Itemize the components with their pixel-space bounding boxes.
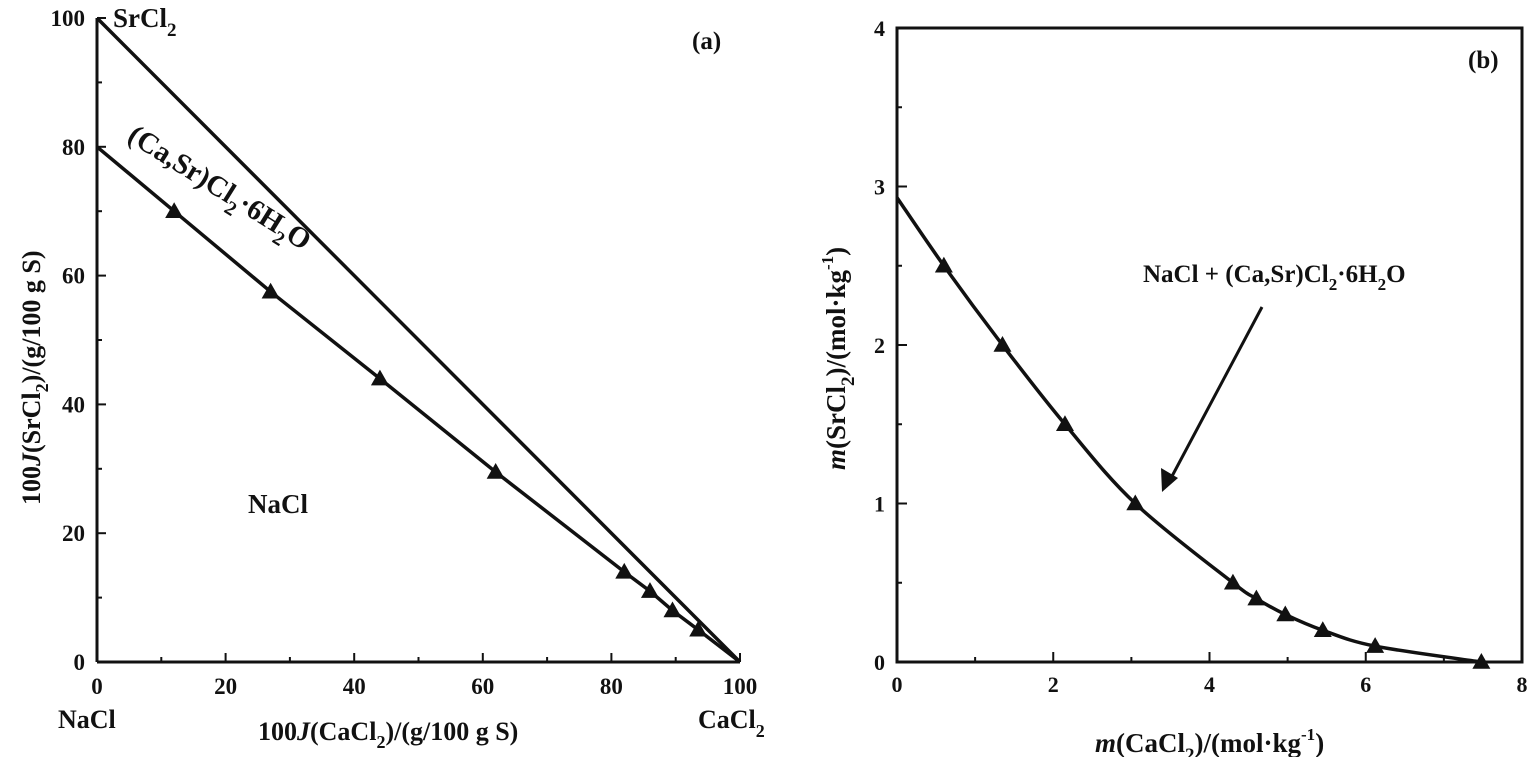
panel-b-tick-labels: 0 2 4 6 8 0 1 2 3 4 [874,16,1528,697]
annotation-arrow-shaft [1168,306,1264,481]
panel-b-y-tick-label: 4 [874,16,885,41]
corner-label-nacl: NaCl [58,705,116,734]
panel-a-x-tick-label: 0 [91,674,103,699]
panel-a-solubility-curve [95,145,742,664]
panel-b-data-point [1126,494,1145,511]
panel-b-data-point [1276,605,1295,622]
panel-b-plot-frame [895,26,1524,664]
panel-a-x-tick-label: 100 [723,674,758,699]
corner-label-srcl2: SrCl2 [113,3,177,41]
panel-a-data-point [370,369,389,386]
panel-b-data-point [1247,589,1266,606]
panel-a-x-axis-title: 100J(CaCl2)/(g/100 g S) [258,717,518,752]
panel-b-x-tick-label: 8 [1517,672,1528,697]
panel-a-data-point [640,582,659,598]
panel-b-ticks [896,27,1523,663]
panel-a-y-axis-title: 100J(SrCl2)/(g/100 g S) [17,250,52,505]
panel-b-solubility-plot: 0 2 4 6 8 0 1 2 3 4 (b) NaCl + (Ca,Sr)Cl2·6H2O m(… [818,16,1528,757]
panel-b-solubility-curve [895,196,1482,664]
panel-b-y-tick-label: 0 [874,650,885,675]
panel-a-data-points [165,202,708,637]
panel-a-data-point [486,463,505,479]
panel-b-y-axis-title: m(SrCl2)/(mol·kg-1) [818,247,859,470]
panel-a-y-tick-label: 80 [62,135,85,160]
panel-b-x-axis-title: m(CaCl2)/(mol·kg-1) [1095,725,1324,757]
panel-a-x-tick-label: 20 [214,674,237,699]
panel-a-x-tick-label: 40 [343,674,366,699]
panel-a-data-point [615,562,634,579]
panel-b-data-point [1055,415,1074,431]
panel-b-data-point [1366,637,1385,653]
panel-a-data-point [261,282,280,299]
panel-b-data-point [1472,653,1491,669]
panel-a-label: (a) [692,28,721,55]
panel-a-data-point [165,202,184,218]
panel-a-y-tick-label: 20 [62,521,85,546]
panel-b-y-tick-label: 2 [874,333,885,358]
panel-b-data-points [934,256,1491,669]
region-label-nacl: NaCl [248,489,308,519]
panel-a-y-tick-label: 0 [74,650,86,675]
panel-b-data-point [934,256,953,273]
panel-a-ticks [96,17,741,663]
corner-label-cacl2: CaCl2 [698,705,765,741]
panel-b-data-point [1223,573,1242,590]
panel-a-x-tick-label: 80 [600,674,623,699]
panel-b-label: (b) [1468,47,1499,74]
panel-b-x-tick-label: 2 [1048,672,1059,697]
panel-b-y-tick-label: 1 [874,492,885,517]
annotation-label: NaCl + (Ca,Sr)Cl2·6H2O [1143,261,1406,294]
panel-a-tick-labels: 0 20 40 60 80 100 0 20 40 60 80 100 [51,6,758,699]
panel-a-y-tick-label: 40 [62,392,85,417]
panel-a-data-point [663,601,682,618]
panel-b-y-tick-label: 3 [874,175,885,200]
panel-a-y-tick-label: 60 [62,264,85,289]
panel-b-x-tick-label: 0 [892,672,903,697]
annotation-arrow-head [1161,468,1178,492]
panel-a-data-point [689,620,708,637]
panel-b-data-point [1313,621,1332,638]
panel-b-x-tick-label: 4 [1204,672,1215,697]
panel-b-x-tick-label: 6 [1360,672,1371,697]
panel-b-data-point [993,336,1012,352]
panel-a-x-tick-label: 60 [471,674,494,699]
panel-a-y-tick-label: 100 [51,6,86,31]
panel-a-boundary-line [95,16,742,664]
